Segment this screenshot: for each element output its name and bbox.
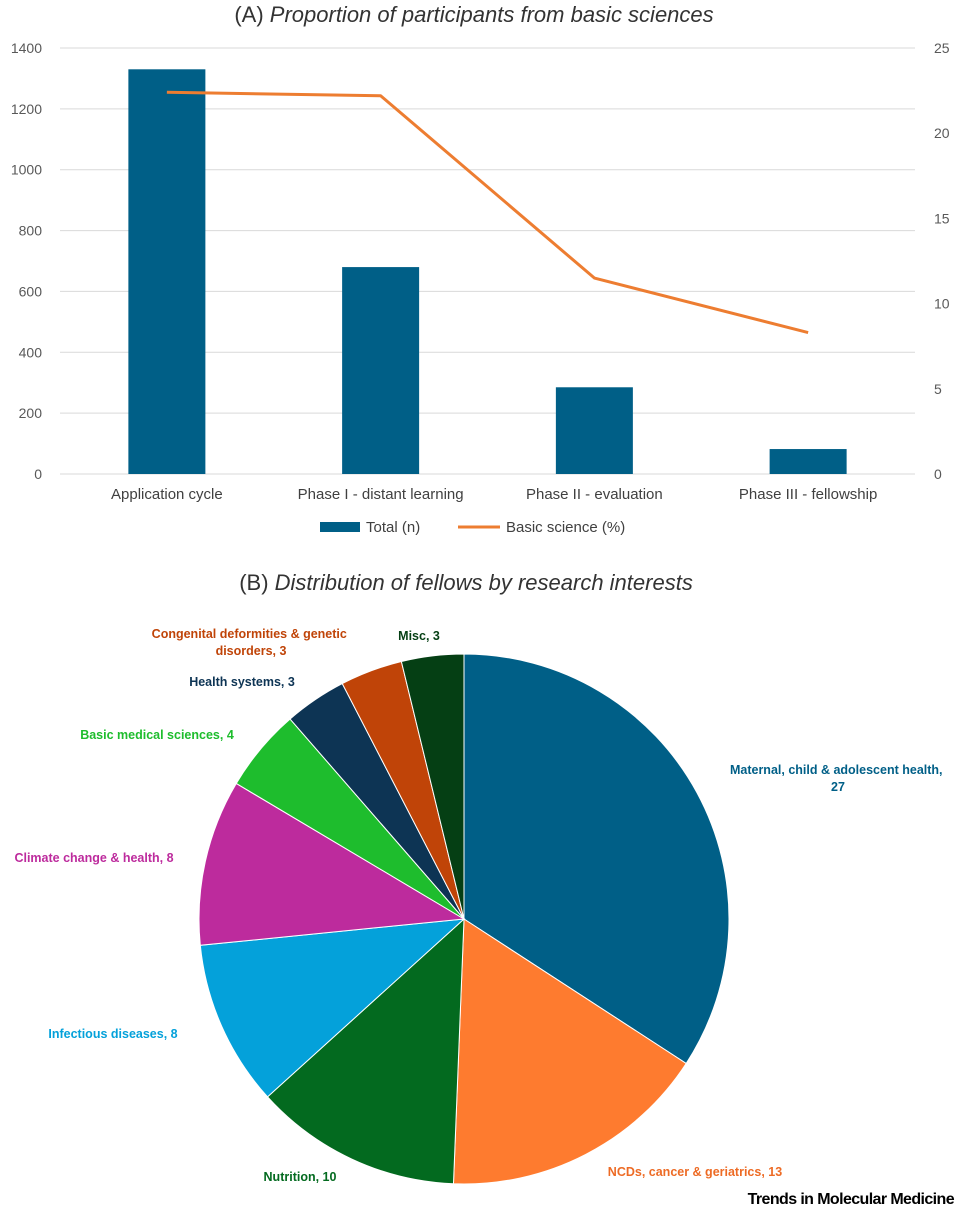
pie-label-maternal: Maternal, child & adolescent health, 27 [730,763,946,794]
pie-slices [198,653,730,1185]
right-tick-label: 15 [934,210,950,226]
panel-b-title: (B) Distribution of fellows by research … [239,570,693,595]
panel-a-title: (A) Proportion of participants from basi… [234,2,713,27]
right-tick-label: 20 [934,125,950,141]
right-axis-ticks: 0 5 10 15 20 25 [934,40,950,482]
left-tick-label: 1200 [11,101,42,117]
panel-b-title-prefix: (B) [239,570,268,595]
pie-label-maternal-line1: Maternal, child & adolescent health, [730,763,943,777]
left-tick-label: 0 [34,466,42,482]
bar-total [769,449,847,474]
category-label: Application cycle [111,486,223,503]
bar-total [128,69,206,475]
legend-label-basic-science: Basic science (%) [506,519,625,536]
legend-label-total: Total (n) [366,519,420,536]
bar-total [342,267,420,474]
left-tick-label: 1000 [11,162,42,178]
pie-slice [198,782,466,946]
right-tick-label: 25 [934,40,950,56]
category-label: Phase III - fellowship [739,486,877,503]
pie-labels: Maternal, child & adolescent health, 27 … [14,627,946,1184]
right-tick-label: 0 [934,466,942,482]
pie-label-congenital-line2: disorders, 3 [216,644,287,658]
left-axis-ticks: 0 200 400 600 800 1000 1200 1400 [11,40,42,482]
left-tick-label: 800 [19,223,43,239]
category-label: Phase II - evaluation [526,486,663,503]
bar-total [555,387,633,474]
pie-label-infectious: Infectious diseases, 8 [48,1027,177,1041]
line-series-basic-science [166,90,809,335]
pie-label-nutrition: Nutrition, 10 [264,1170,337,1184]
panel-a-title-text: Proportion of participants from basic sc… [270,2,714,27]
panel-b-title-text: Distribution of fellows by research inte… [275,570,693,595]
pie-label-climate: Climate change & health, 8 [14,851,173,865]
pie-slice [266,917,465,1185]
journal-name: Trends in Molecular Medicine [747,1191,955,1208]
pie-slice [463,653,730,1065]
pie-label-misc: Misc, 3 [398,629,440,643]
bar-series-total [128,69,847,475]
legend: Total (n) Basic science (%) [320,519,625,536]
pie-label-congenital-line1: Congenital deformities & genetic [152,627,347,641]
pie-label-ncds: NCDs, cancer & geriatrics, 13 [608,1165,782,1179]
panel-a-combo-chart: (A) Proportion of participants from basi… [11,2,950,536]
pie-label-maternal-line2: 27 [831,780,845,794]
pie-label-basic-medical: Basic medical sciences, 4 [80,728,234,742]
pie-slice [199,918,466,1098]
pie-slice [452,918,687,1185]
pie-label-health-systems: Health systems, 3 [189,675,295,689]
pie-label-congenital: Congenital deformities & genetic disorde… [152,627,351,658]
legend-swatch-total [320,522,360,532]
right-tick-label: 5 [934,381,942,397]
right-tick-label: 10 [934,296,950,312]
pie-slice [400,653,465,920]
category-label: Phase I - distant learning [298,486,464,503]
panel-a-title-prefix: (A) [234,2,263,27]
line-basic-science [166,90,809,335]
left-tick-label: 400 [19,344,43,360]
left-tick-label: 1400 [11,40,42,56]
left-tick-label: 200 [19,405,43,421]
panel-b-pie-chart: (B) Distribution of fellows by research … [14,570,946,1185]
left-tick-label: 600 [19,283,43,299]
category-labels: Application cycle Phase I - distant learn… [111,486,877,503]
